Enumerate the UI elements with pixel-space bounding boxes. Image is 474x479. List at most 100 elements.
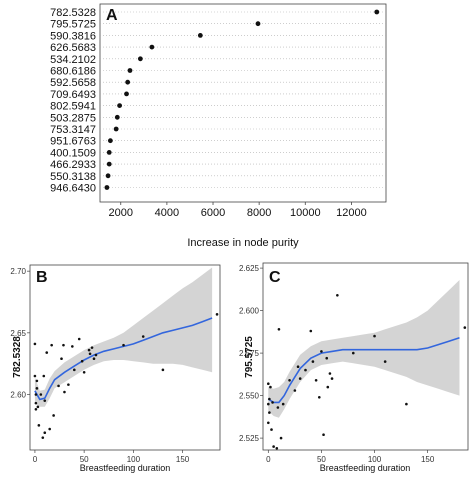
- panel-b-y-tick-label: 2.70: [10, 267, 26, 276]
- panel-b-label: B: [36, 269, 48, 286]
- panel-c-confidence-band: [268, 280, 460, 418]
- panel-b-point: [52, 414, 55, 417]
- panel-c-y-tick-label: 2.525: [239, 434, 260, 443]
- panel-c-point: [328, 372, 332, 375]
- panel-a-point: [113, 126, 119, 132]
- panel-c-point: [267, 382, 270, 386]
- panel-b-point: [39, 393, 43, 396]
- panel-c-chart: 2.525 2.550 2.575 2.600 2.625 0 50 100 150 C Br…: [239, 262, 469, 473]
- panel-a-x-tick-label: 8000: [247, 207, 271, 219]
- panel-a-x-tick-label: 2000: [109, 207, 133, 219]
- panel-a-point: [114, 114, 120, 120]
- panel-a-frame: [99, 3, 387, 203]
- panel-b-point: [35, 379, 39, 383]
- panel-c-point: [293, 389, 297, 392]
- panel-c-point: [269, 385, 272, 389]
- panel-b-point: [87, 348, 91, 352]
- panel-c-point: [304, 368, 307, 372]
- panel-c-point: [281, 402, 285, 406]
- panel-a-point: [127, 68, 133, 73]
- panel-a-y-tick-label: 753.3147: [50, 124, 96, 136]
- panel-a-point: [105, 173, 111, 179]
- panel-c-point: [275, 447, 279, 450]
- panel-a-point: [197, 33, 203, 38]
- panel-a-y-tick-label: 782.5328: [50, 7, 96, 19]
- panel-b-point: [45, 351, 49, 354]
- panel-c-point: [351, 351, 355, 355]
- panel-c-point: [268, 411, 271, 414]
- panel-b-point: [42, 374, 46, 378]
- panel-c-x-tick-label: 0: [266, 455, 271, 464]
- panel-b-point: [33, 374, 37, 378]
- panel-c-point: [330, 377, 334, 380]
- panel-b-x-tick-label: 100: [127, 455, 141, 464]
- panel-c-point: [267, 421, 270, 425]
- panel-b-chart: 2.60 2.65 2.70 0 50 100 150 B Breastfeeding d…: [10, 264, 221, 473]
- panel-b-point: [48, 427, 51, 431]
- panel-b-point: [71, 345, 74, 348]
- panel-a-x-tick-label: 4000: [155, 207, 179, 219]
- panel-c-point: [336, 294, 339, 297]
- panel-b-point: [50, 343, 53, 347]
- panel-a-y-tick-label: 400.1509: [50, 147, 96, 159]
- panel-b-point: [43, 399, 47, 402]
- panel-c-y-tick-label: 2.625: [239, 264, 260, 273]
- panel-b-point: [57, 384, 60, 388]
- panel-b-point: [141, 335, 145, 338]
- panel-c-x-tick-label: 50: [317, 455, 326, 464]
- panel-b-point: [33, 342, 37, 346]
- panel-a-y-tick-label: 550.3138: [50, 171, 96, 183]
- panel-b-point: [67, 383, 70, 386]
- panel-b-point: [41, 436, 45, 439]
- panel-c-point: [271, 401, 274, 404]
- panel-a-x-axis-title: Increase in node purity: [187, 237, 299, 249]
- panel-c-point: [320, 350, 323, 353]
- panel-a-y-tick-label: 795.5725: [50, 19, 96, 31]
- panel-b-point: [43, 431, 47, 435]
- panel-b-point: [77, 337, 81, 341]
- panel-c-point: [276, 406, 280, 409]
- panel-b-point: [62, 343, 65, 347]
- panel-a-point: [137, 56, 143, 62]
- panel-c-point: [267, 402, 270, 406]
- panel-c-point: [270, 428, 273, 431]
- panel-b-point: [34, 408, 38, 411]
- panel-a-y-tick-label: 466.2933: [50, 159, 96, 171]
- panel-c-point: [405, 402, 408, 406]
- panel-c-point: [383, 360, 387, 363]
- panel-c-point: [272, 445, 275, 448]
- panel-c-point: [314, 379, 318, 382]
- panel-c-label: C: [269, 269, 281, 286]
- panel-b-point: [35, 387, 39, 390]
- panel-a-point: [117, 103, 123, 108]
- panel-b-point: [82, 371, 86, 374]
- panel-c-point: [311, 360, 315, 363]
- panel-a-y-tick-label: 592.5658: [50, 77, 96, 89]
- panel-b-point: [215, 313, 219, 316]
- panel-b-point: [60, 357, 63, 361]
- panel-b-point: [73, 368, 76, 372]
- panel-b-x-tick-label: 150: [176, 455, 190, 464]
- panel-a-point: [104, 185, 110, 190]
- panel-c-point: [296, 365, 300, 369]
- panel-b-point: [34, 401, 38, 405]
- panel-a-point: [255, 21, 261, 27]
- panel-a-label: A: [106, 7, 118, 24]
- panel-b-point: [90, 346, 94, 349]
- panel-b-point: [63, 390, 66, 394]
- panel-b-point: [92, 357, 96, 361]
- panel-c-point: [309, 329, 313, 333]
- panel-c-y-tick-label: 2.575: [239, 349, 260, 358]
- panel-a-x-tick-label: 10000: [290, 207, 321, 219]
- panel-b-confidence-band: [34, 267, 213, 407]
- panel-c-x-tick-label: 150: [421, 455, 435, 464]
- panel-c-point: [279, 436, 283, 440]
- panel-a-point: [125, 79, 131, 85]
- panel-a-y-tick-label: 626.5683: [50, 42, 96, 54]
- panel-b-x-tick-label: 50: [80, 455, 89, 464]
- panel-a-y-tick-label: 709.6493: [50, 89, 96, 101]
- panel-b-x-tick-label: 0: [33, 455, 38, 464]
- panel-b-y-tick-label: 2.65: [10, 329, 26, 338]
- panel-c-point: [325, 356, 329, 360]
